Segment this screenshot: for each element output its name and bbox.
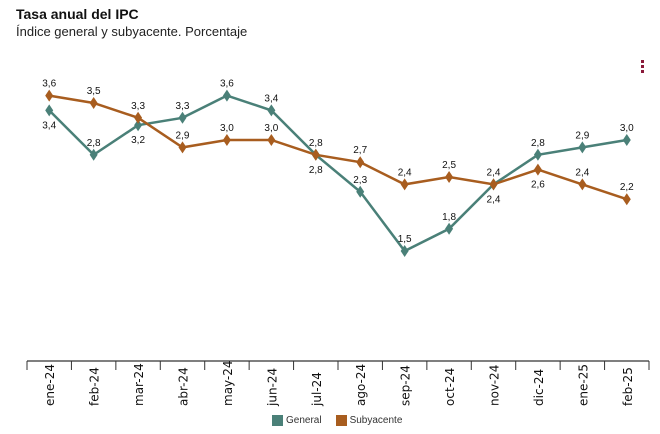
data-point-subyacente (311, 148, 320, 161)
chart-title: Tasa anual del IPC (16, 6, 139, 22)
data-point-general (533, 148, 542, 161)
data-point-subyacente (89, 97, 98, 109)
x-tick-label: nov-24 (488, 365, 502, 406)
series-line-subyacente (49, 94, 628, 201)
data-label-subyacente: 3,0 (264, 123, 278, 134)
data-point-subyacente (445, 171, 454, 183)
x-tick-label: ene-25 (576, 364, 590, 406)
data-label-subyacente: 2,4 (398, 167, 412, 178)
legend-swatch-general (272, 415, 283, 426)
legend-label-general: General (286, 415, 322, 427)
data-point-general (445, 222, 454, 235)
data-label-subyacente: 2,4 (487, 194, 501, 205)
data-point-general (134, 119, 143, 132)
data-point-subyacente (578, 178, 587, 191)
data-label-subyacente: 2,9 (176, 130, 190, 141)
x-tick-label: jul-24 (310, 372, 324, 407)
data-point-subyacente (489, 178, 498, 191)
data-point-subyacente (400, 178, 409, 191)
data-label-subyacente: 2,4 (575, 167, 589, 178)
kebab-menu-icon[interactable] (640, 60, 646, 76)
data-label-subyacente: 3,5 (87, 86, 101, 97)
x-tick-label: jun-24 (265, 368, 279, 407)
data-point-general (622, 134, 631, 146)
data-label-subyacente: 2,5 (442, 160, 456, 171)
data-label-general: 3,2 (131, 135, 145, 146)
data-label-general: 3,0 (620, 123, 634, 134)
data-point-general (222, 89, 231, 102)
x-tick-label: feb-25 (621, 367, 635, 406)
data-label-general: 2,8 (87, 138, 101, 149)
data-point-general (178, 111, 187, 124)
data-label-general: 2,9 (575, 130, 589, 141)
x-tick-label: feb-24 (88, 367, 102, 406)
x-tick-label: may-24 (221, 360, 235, 406)
chart-subtitle: Índice general y subyacente. Porcentaje (16, 24, 248, 39)
x-tick-label: oct-24 (443, 368, 457, 406)
legend-item-general[interactable]: General (272, 415, 322, 426)
data-point-subyacente (178, 141, 187, 154)
data-label-general: 3,6 (220, 79, 234, 90)
data-label-subyacente: 3,6 (42, 79, 56, 90)
data-point-subyacente (267, 134, 276, 146)
x-tick-label: sep-24 (399, 365, 413, 406)
data-label-general: 2,3 (353, 175, 367, 186)
data-point-general (45, 104, 54, 117)
data-point-general (356, 185, 365, 198)
data-label-subyacente: 3,3 (131, 101, 145, 112)
x-tick-label: ene-24 (43, 364, 57, 406)
data-label-general: 1,8 (442, 212, 456, 223)
data-point-subyacente (533, 163, 542, 176)
data-label-subyacente: 2,8 (309, 165, 323, 176)
data-label-general: 1,5 (398, 234, 412, 245)
data-label-subyacente: 2,6 (531, 180, 545, 191)
data-point-subyacente (134, 111, 143, 124)
data-point-general (400, 245, 409, 257)
data-point-subyacente (356, 156, 365, 169)
data-point-general (578, 141, 587, 154)
x-tick-label: ago-24 (354, 364, 368, 406)
x-tick-label: dic-24 (532, 369, 546, 406)
data-label-general: 3,4 (264, 93, 278, 104)
data-label-subyacente: 3,0 (220, 123, 234, 134)
data-label-general: 3,4 (42, 120, 56, 131)
data-point-general (89, 148, 98, 161)
legend-label-subyacente: Subyacente (349, 415, 403, 427)
data-point-subyacente (222, 134, 231, 146)
x-tick-label: mar-24 (132, 363, 146, 406)
legend-swatch-subyacente (335, 415, 347, 426)
legend: General Subyacente (272, 415, 402, 426)
legend-item-subyacente[interactable]: Subyacente (335, 415, 403, 427)
data-label-general: 2,8 (531, 138, 545, 149)
x-tick-label: abr-24 (177, 367, 191, 406)
data-label-subyacente: 2,2 (620, 182, 634, 193)
data-label-general: 2,4 (487, 167, 501, 178)
data-label-general: 3,3 (176, 101, 190, 112)
data-point-general (267, 104, 276, 117)
data-point-subyacente (622, 193, 631, 206)
data-label-subyacente: 2,7 (353, 145, 367, 156)
data-point-subyacente (45, 89, 54, 102)
data-label-general: 2,8 (309, 138, 323, 149)
